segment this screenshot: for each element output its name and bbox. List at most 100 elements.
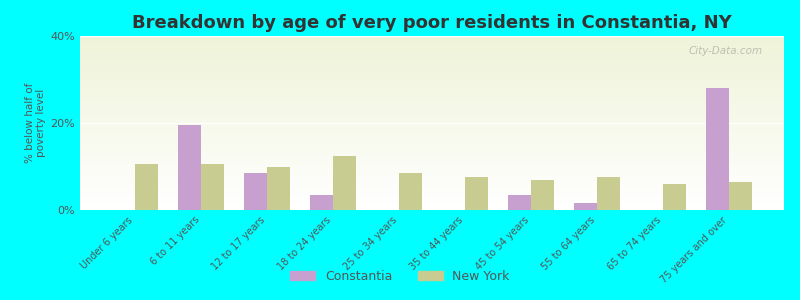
Bar xyxy=(80,69,784,71)
Text: City-Data.com: City-Data.com xyxy=(689,46,763,56)
Bar xyxy=(80,45,784,46)
Bar xyxy=(80,127,784,128)
Bar xyxy=(80,175,784,177)
Bar xyxy=(80,83,784,85)
Bar xyxy=(80,203,784,205)
Bar xyxy=(663,184,686,210)
Bar xyxy=(80,40,784,41)
Bar xyxy=(80,114,784,116)
Y-axis label: % below half of
poverty level: % below half of poverty level xyxy=(25,83,46,163)
Title: Breakdown by age of very poor residents in Constantia, NY: Breakdown by age of very poor residents … xyxy=(132,14,732,32)
Bar xyxy=(80,125,784,127)
Bar xyxy=(80,188,784,189)
Bar xyxy=(80,179,784,180)
Bar xyxy=(531,179,554,210)
Bar xyxy=(80,50,784,52)
Bar xyxy=(80,153,784,154)
Bar xyxy=(80,97,784,99)
Bar xyxy=(80,104,784,106)
Bar xyxy=(80,193,784,194)
Bar xyxy=(80,93,784,95)
Bar xyxy=(80,200,784,201)
Bar xyxy=(80,121,784,123)
Bar xyxy=(80,67,784,69)
Bar xyxy=(80,36,784,38)
Bar xyxy=(80,134,784,135)
Bar xyxy=(80,156,784,158)
Bar xyxy=(80,186,784,188)
Legend: Constantia, New York: Constantia, New York xyxy=(285,265,515,288)
Bar xyxy=(178,125,201,210)
Bar xyxy=(80,139,784,140)
Bar xyxy=(80,66,784,67)
Bar xyxy=(80,41,784,43)
Bar xyxy=(80,55,784,57)
Bar xyxy=(80,170,784,172)
Bar xyxy=(80,53,784,55)
Bar xyxy=(80,173,784,175)
Bar xyxy=(80,123,784,125)
Bar xyxy=(244,173,267,210)
Bar xyxy=(80,198,784,200)
Bar xyxy=(333,156,356,210)
Bar xyxy=(80,130,784,132)
Bar xyxy=(80,160,784,161)
Bar xyxy=(80,140,784,142)
Bar xyxy=(80,189,784,191)
Bar xyxy=(399,173,422,210)
Bar xyxy=(80,142,784,144)
Bar xyxy=(80,60,784,62)
Bar xyxy=(80,86,784,88)
Bar xyxy=(729,182,752,210)
Bar xyxy=(80,147,784,149)
Bar xyxy=(80,80,784,81)
Bar xyxy=(80,167,784,168)
Bar xyxy=(80,111,784,112)
Bar xyxy=(508,195,531,210)
Bar xyxy=(80,90,784,92)
Bar xyxy=(80,206,784,208)
Bar xyxy=(80,107,784,109)
Bar xyxy=(80,208,784,210)
Bar xyxy=(80,73,784,74)
Bar xyxy=(80,135,784,137)
Bar xyxy=(80,172,784,173)
Bar xyxy=(80,92,784,93)
Bar xyxy=(80,165,784,167)
Bar xyxy=(310,195,333,210)
Bar xyxy=(80,102,784,104)
Bar xyxy=(80,144,784,146)
Bar xyxy=(80,100,784,102)
Bar xyxy=(465,177,488,210)
Bar xyxy=(80,201,784,203)
Bar xyxy=(80,74,784,76)
Bar xyxy=(80,78,784,80)
Bar xyxy=(80,109,784,111)
Bar xyxy=(80,62,784,64)
Bar xyxy=(80,161,784,163)
Bar xyxy=(80,184,784,186)
Bar xyxy=(267,167,290,210)
Bar xyxy=(80,119,784,121)
Bar xyxy=(201,164,224,210)
Bar xyxy=(80,46,784,48)
Bar xyxy=(80,158,784,160)
Bar xyxy=(80,71,784,73)
Bar xyxy=(80,118,784,119)
Bar xyxy=(80,146,784,147)
Bar xyxy=(574,203,597,210)
Bar xyxy=(80,151,784,153)
Bar xyxy=(80,180,784,182)
Bar xyxy=(80,116,784,118)
Bar xyxy=(80,154,784,156)
Bar xyxy=(80,149,784,151)
Bar xyxy=(80,57,784,58)
Bar xyxy=(80,52,784,53)
Bar xyxy=(80,196,784,198)
Bar xyxy=(80,95,784,97)
Bar xyxy=(80,85,784,86)
Bar xyxy=(135,164,158,210)
Bar xyxy=(80,177,784,179)
Bar xyxy=(80,194,784,196)
Bar xyxy=(80,106,784,107)
